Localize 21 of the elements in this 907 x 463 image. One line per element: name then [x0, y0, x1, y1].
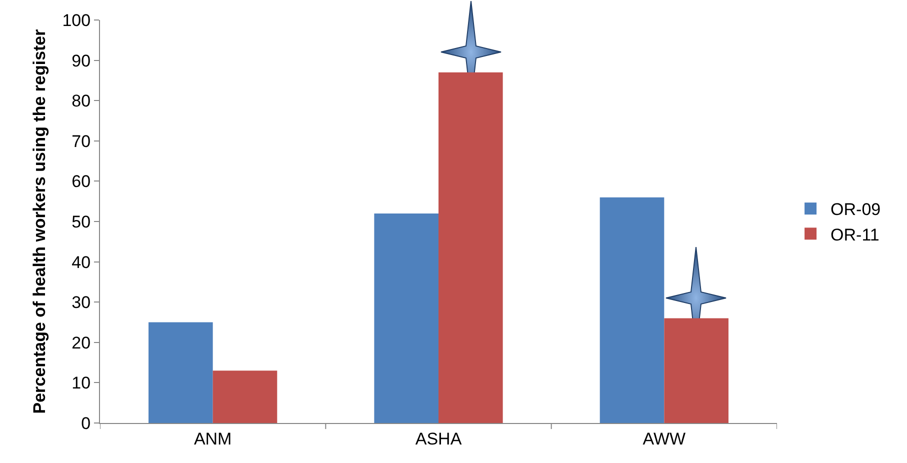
y-tick-label: 80: [72, 92, 91, 111]
x-tick-label: AWW: [642, 429, 686, 448]
legend-label: OR-09: [830, 200, 881, 220]
y-tick-label: 50: [72, 212, 91, 232]
y-tick-label: 40: [72, 252, 91, 272]
y-tick-label: 90: [72, 51, 91, 70]
bar: [600, 197, 664, 423]
y-tick-label: 70: [72, 132, 91, 151]
x-tick-label: ASHA: [415, 429, 462, 448]
y-tick-label: 0: [81, 414, 91, 433]
x-tick-label: ANM: [194, 429, 232, 448]
bar: [212, 370, 278, 423]
y-tick-label: 100: [62, 10, 91, 30]
y-tick-label: 30: [72, 293, 91, 312]
legend-label: OR-11: [830, 225, 880, 244]
bar: [148, 322, 213, 423]
y-tick-label: 60: [72, 172, 91, 192]
y-axis-title: Percentage of health workers using the register: [30, 28, 49, 414]
y-tick-label: 10: [72, 374, 91, 393]
y-tick-label: 20: [72, 333, 91, 352]
bar: [374, 213, 438, 423]
